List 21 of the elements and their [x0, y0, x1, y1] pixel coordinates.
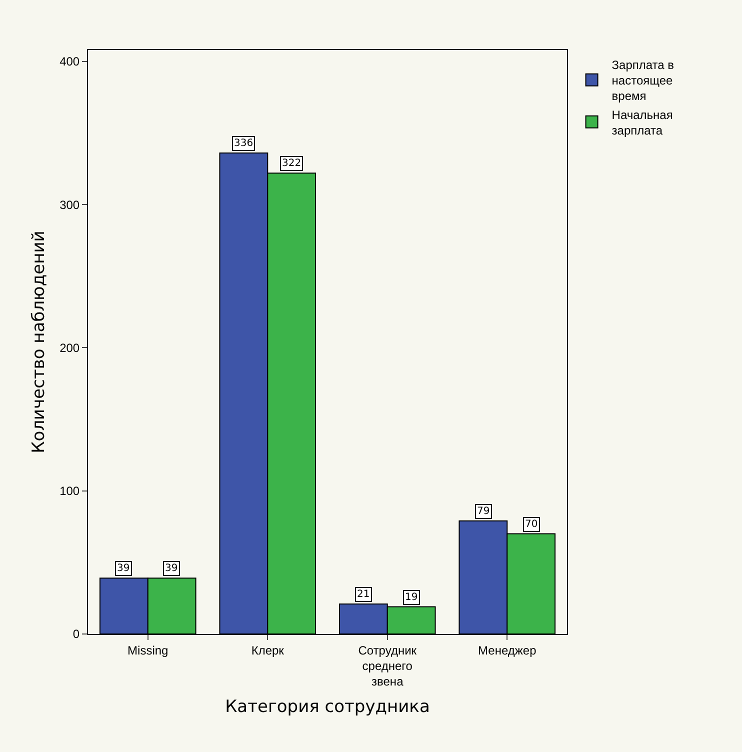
y-tick-label: 200: [60, 340, 80, 355]
data-label: 21: [357, 589, 370, 600]
x-tick-label: Сотрудник среднего звена: [358, 643, 418, 689]
data-label: 322: [282, 158, 302, 169]
data-label: 39: [117, 563, 130, 574]
data-label: 19: [405, 592, 418, 603]
y-tick-label: 100: [60, 484, 80, 498]
y-tick-label: 400: [60, 54, 80, 69]
x-tick-label: Клерк: [251, 643, 285, 658]
x-axis-title: Категория сотрудника: [225, 697, 430, 717]
x-tick-label: Missing: [128, 643, 168, 658]
y-axis-title: Количество наблюдений: [29, 230, 49, 454]
data-label: 39: [165, 563, 178, 574]
data-label: 336: [234, 138, 254, 149]
data-label: 79: [477, 506, 490, 517]
y-tick-label: 0: [72, 627, 80, 642]
legend-label: Зарплата в настоящее время: [612, 58, 674, 104]
data-label: 70: [525, 519, 538, 530]
x-tick-label: Менеджер: [478, 643, 537, 658]
legend-label: Начальная зарплата: [612, 108, 673, 138]
y-tick-label: 300: [60, 198, 80, 212]
